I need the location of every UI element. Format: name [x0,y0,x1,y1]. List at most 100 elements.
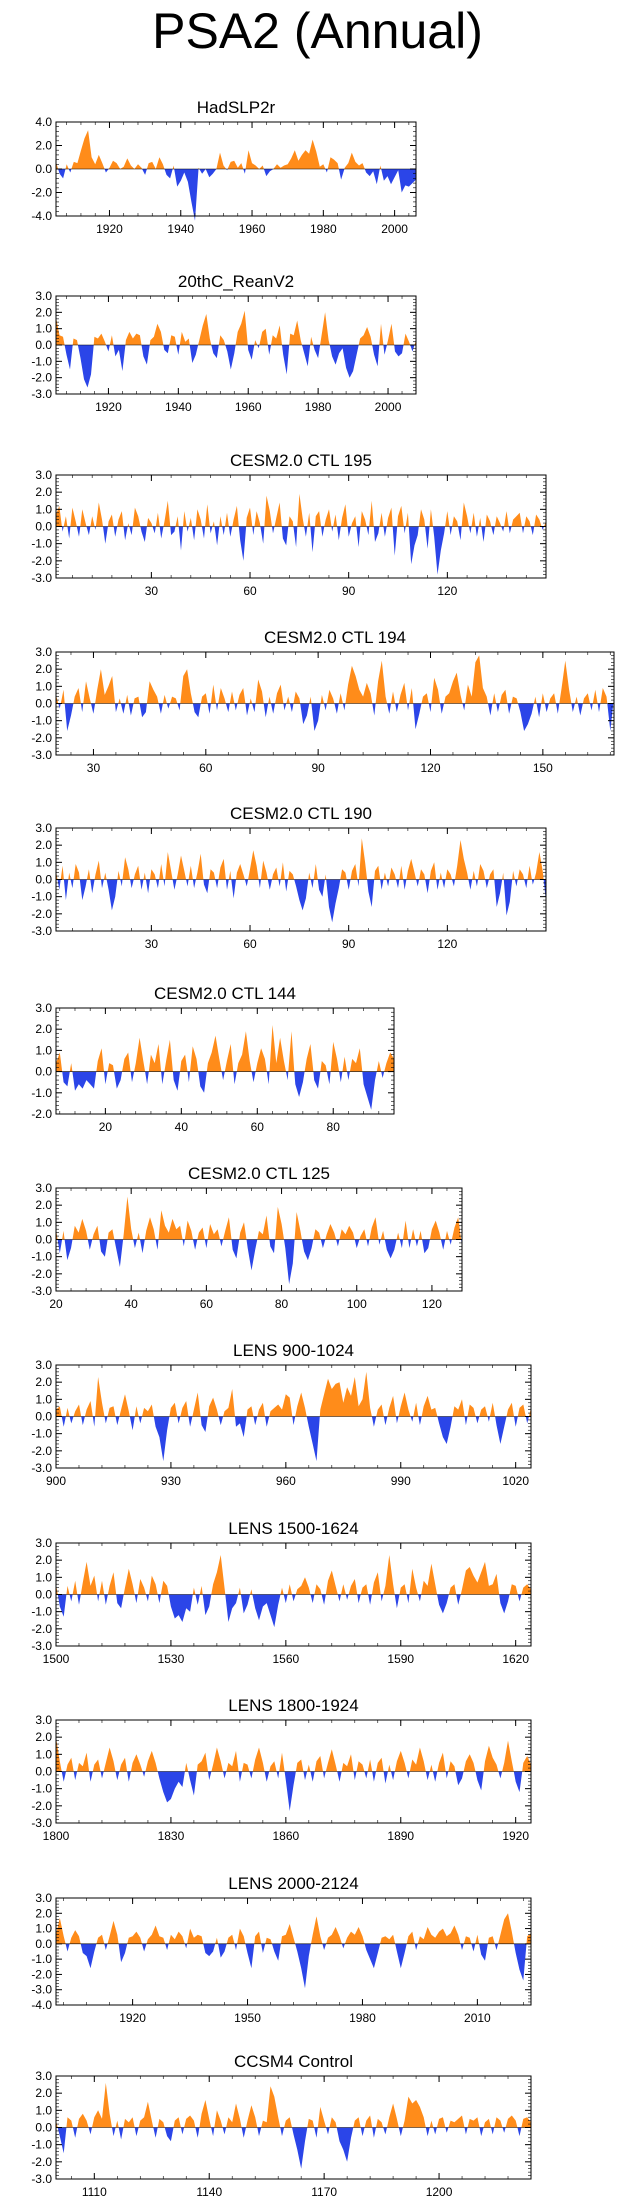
panel-title: HadSLP2r [196,98,276,117]
panel-title: CESM2.0 CTL 144 [153,984,297,1003]
y-tick-label: -3.0 [31,748,52,762]
panel-plot: 3.02.0 1.00.0-1.0-2.0 -3.0-4.0 1920 1950 1980… [31,1891,532,2025]
x-tick-label: 1920 [96,222,123,236]
x-tick-label: 1110 [82,2185,107,2199]
y-tick-label: 3.0 [35,1536,52,1550]
positive-area [56,1371,531,1417]
negative-area [56,1943,531,1989]
x-tick-label: 60 [200,1297,214,1311]
x-tick-label: 960 [276,1474,296,1488]
panel-plot: 3.0 2.0 1.0 0.0 -1.0 -2.0 -3.0 1920 1940 1960 1980… [31,289,417,414]
panel-title: LENS 1800-1924 [228,1696,359,1715]
x-tick-label: 1920 [95,400,122,414]
y-tick-label: 3.0 [35,1001,52,1015]
y-tick-label: 0.0 [35,2121,52,2135]
y-tick-label: 1.0 [35,322,52,336]
y-tick-label: -3.0 [31,1983,52,1997]
x-tick-label: 60 [251,1120,265,1134]
negative-area [56,2127,531,2169]
x-tick-label: 120 [422,1297,442,1311]
y-tick-label: 3.0 [35,1713,52,1727]
negative-area [56,703,614,731]
x-tick-label: 80 [275,1297,289,1311]
positive-area [56,838,546,880]
x-tick-label: 990 [391,1474,411,1488]
y-tick-label: 0.0 [35,520,52,534]
y-tick-label: 0.0 [35,1588,52,1602]
panel-title: LENS 1500-1624 [228,1519,359,1538]
y-tick-label: -1.0 [31,2138,52,2152]
positive-area [56,130,416,169]
y-tick-label: 0.0 [35,1410,52,1424]
y-tick-label: 2.0 [35,1375,52,1389]
x-tick-label: 90 [342,584,356,598]
x-tick-label: 1980 [305,400,332,414]
y-tick-label: -2.0 [31,1622,52,1636]
y-tick-label: 2.0 [35,1022,52,1036]
y-tick-label: 3.0 [35,645,52,659]
y-tick-label: -2.0 [31,731,52,745]
positive-area [56,1025,394,1072]
x-tick-label: 1940 [165,400,192,414]
negative-area [56,345,416,388]
x-tick-label: 60 [243,937,257,951]
y-tick-label: 3.0 [35,1891,52,1905]
y-tick-label: -1.0 [31,1605,52,1619]
x-tick-label: 90 [342,937,356,951]
y-tick-label: 0.0 [35,338,52,352]
x-tick-label: 120 [420,761,440,775]
y-tick-label: -1.0 [31,890,52,904]
y-tick-label: -4.0 [31,209,52,223]
y-tick-label: -2.0 [31,2155,52,2169]
x-tick-label: 30 [145,937,159,951]
y-tick-label: -2.0 [31,554,52,568]
y-tick-label: 1.0 [35,679,52,693]
panel-title: CCSM4 Control [233,2052,354,2071]
x-tick-label: 1950 [234,2011,261,2025]
y-tick-label: -2.0 [31,1267,52,1281]
x-tick-label: 1530 [158,1652,185,1666]
x-tick-label: 1020 [502,1474,529,1488]
panel-title: CESM2.0 CTL 190 [229,804,373,823]
y-tick-label: 0.0 [35,697,52,711]
y-tick-label: -3.0 [31,1639,52,1653]
y-tick-label: 2.0 [35,139,52,153]
y-tick-label: -2.0 [31,1967,52,1981]
y-tick-label: -1.0 [31,1250,52,1264]
x-tick-label: 1940 [167,222,194,236]
figure-title: PSA2 (Annual) [152,3,483,59]
y-tick-label: 0.0 [35,1065,52,1079]
y-tick-label: -2.0 [31,186,52,200]
x-tick-label: 1860 [272,1829,299,1843]
panel-title: CESM2.0 CTL 195 [229,451,373,470]
y-tick-label: 3.0 [35,1181,52,1195]
y-tick-label: 2.0 [35,662,52,676]
x-tick-label: 1980 [310,222,337,236]
x-tick-label: 1980 [349,2011,376,2025]
y-tick-label: 1.0 [35,1922,52,1936]
x-tick-label: 1140 [196,2185,222,2199]
positive-area [56,1555,531,1595]
x-tick-label: 900 [46,1474,66,1488]
panel-title: LENS 2000-2124 [228,1874,359,1893]
y-tick-label: -3.0 [31,1816,52,1830]
y-tick-label: -2.0 [31,371,52,385]
y-tick-label: -3.0 [31,1284,52,1298]
panel-title: LENS 900-1024 [233,1341,354,1360]
x-tick-label: 1890 [387,1829,414,1843]
panel-plot: 3.0 2.0 1.0 0.0 -1.0 -2.0 -3.0 30 60 90 120 150 [31,645,615,775]
x-tick-label: 20 [49,1297,63,1311]
y-tick-label: 1.0 [35,1215,52,1229]
y-tick-label: 4.0 [35,115,52,129]
y-tick-label: 0.0 [35,873,52,887]
x-tick-label: 90 [311,761,325,775]
y-tick-label: 3.0 [35,2069,52,2083]
x-tick-label: 60 [199,761,213,775]
y-tick-label: 1.0 [35,502,52,516]
y-tick-label: 3.0 [35,821,52,835]
y-tick-label: -2.0 [31,907,52,921]
y-tick-label: -1.0 [31,1086,52,1100]
